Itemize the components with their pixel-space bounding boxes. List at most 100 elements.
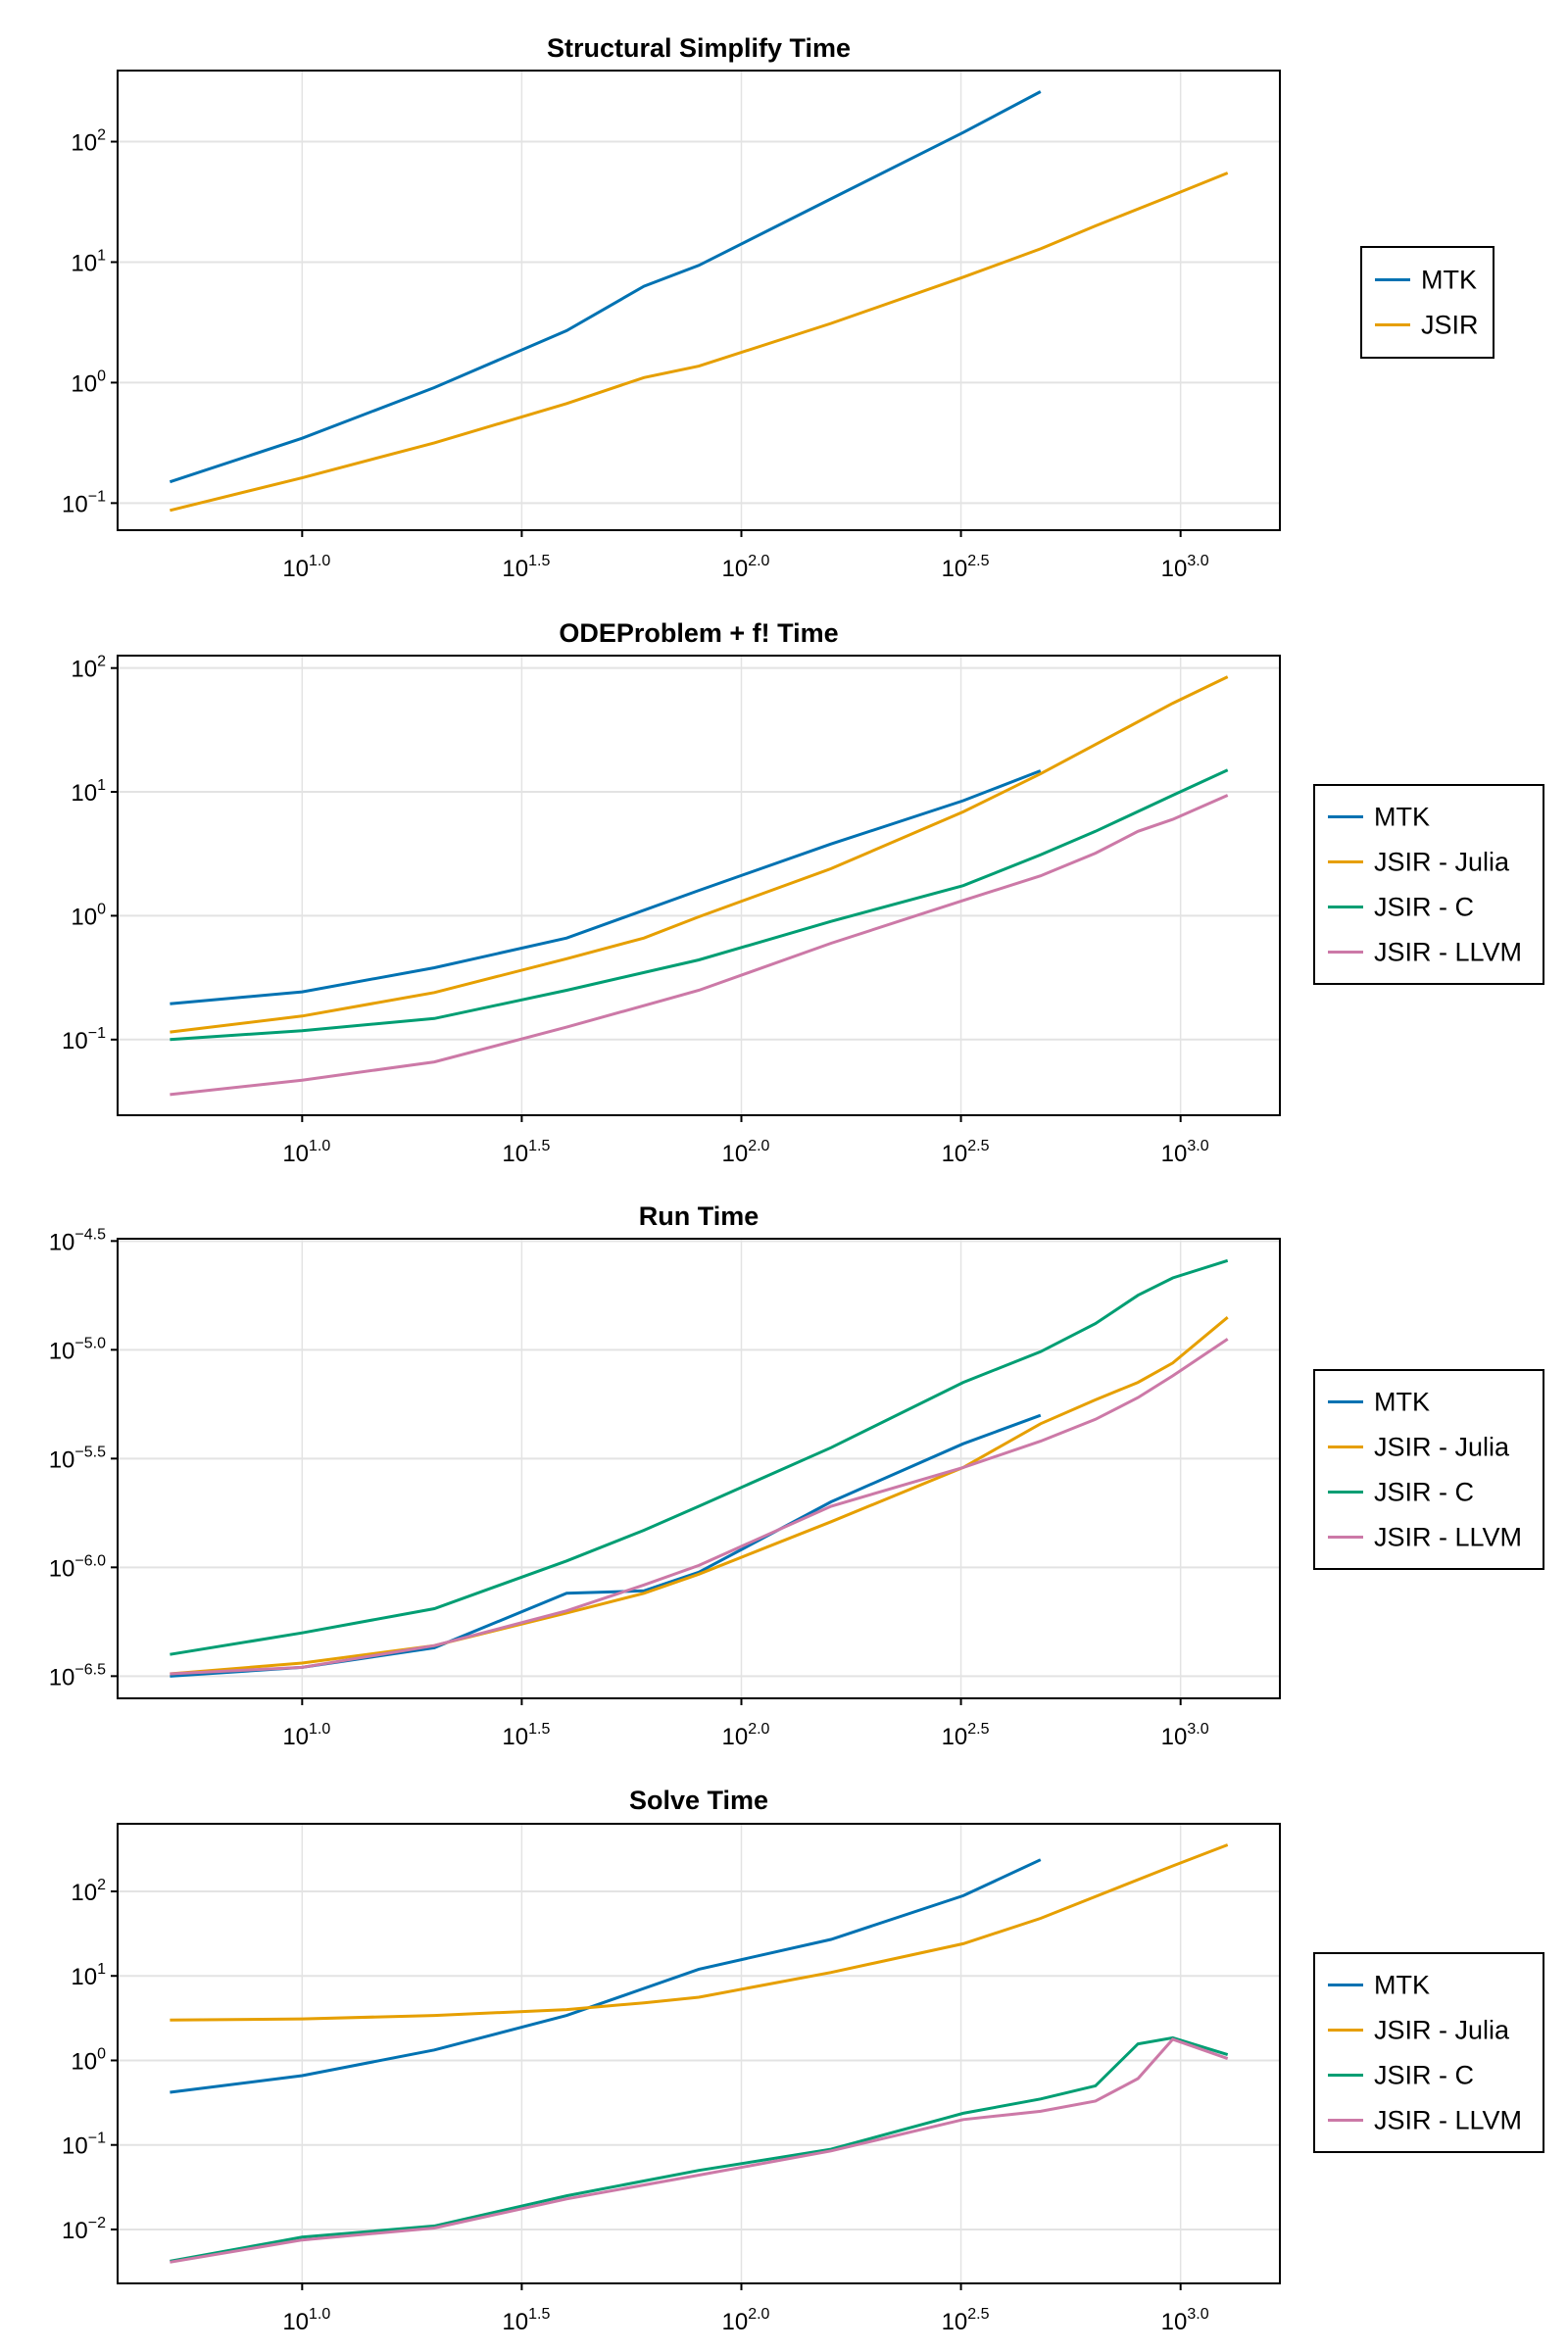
x-tick-label: 103.0 bbox=[1161, 2306, 1209, 2335]
x-tick-label: 102.0 bbox=[722, 2306, 770, 2335]
tick-exponent: −5.5 bbox=[74, 1444, 106, 1460]
tick-exponent: 0 bbox=[97, 2045, 106, 2062]
tick-exponent: 2.0 bbox=[748, 1138, 769, 1154]
series-line-jsir-julia bbox=[170, 1843, 1229, 2022]
legend: MTK JSIR - Julia JSIR - C JSIR - LLVM bbox=[1313, 1952, 1544, 2153]
tick-exponent: 2.0 bbox=[748, 2306, 769, 2323]
tick-exponent: 0 bbox=[97, 901, 106, 917]
legend-item: JSIR - Julia bbox=[1328, 1433, 1510, 1462]
tick-base: 10 bbox=[71, 1964, 97, 1990]
series-line-jsir bbox=[170, 172, 1229, 513]
y-tick-label: 10−5.0 bbox=[49, 1335, 106, 1364]
y-tick-label: 10−1 bbox=[62, 2131, 106, 2160]
tick-base: 10 bbox=[62, 1028, 88, 1054]
legend-item: JSIR - C bbox=[1328, 2061, 1474, 2090]
tick-exponent: −1 bbox=[88, 1025, 106, 1042]
y-tick-label: 100 bbox=[71, 368, 106, 397]
legend-label: JSIR - C bbox=[1374, 2061, 1474, 2090]
tick-base: 10 bbox=[282, 1724, 309, 1750]
tick-exponent: −5.0 bbox=[74, 1335, 106, 1351]
series-line-jsir-julia bbox=[170, 1316, 1229, 1676]
tick-base: 10 bbox=[71, 1880, 97, 1906]
tick-base: 10 bbox=[49, 1664, 75, 1690]
tick-exponent: 1.5 bbox=[528, 2306, 550, 2323]
legend: MTK JSIR - Julia JSIR - C JSIR - LLVM bbox=[1313, 784, 1544, 985]
tick-exponent: 2.5 bbox=[967, 2306, 989, 2323]
tick-exponent: 3.0 bbox=[1187, 1721, 1208, 1738]
series-line-mtk bbox=[170, 1858, 1042, 2094]
legend-label: MTK bbox=[1374, 1971, 1430, 2000]
x-tick-label: 101.5 bbox=[502, 1138, 550, 1167]
tick-base: 10 bbox=[71, 250, 97, 276]
tick-base: 10 bbox=[1161, 1724, 1188, 1750]
legend: MTK JSIR bbox=[1360, 246, 1494, 359]
series-line-jsir-llvm bbox=[170, 1338, 1229, 1676]
tick-exponent: −2 bbox=[88, 2215, 106, 2231]
series-line-jsir-llvm bbox=[170, 2037, 1229, 2264]
legend-item: JSIR - LLVM bbox=[1328, 2106, 1522, 2135]
y-tick-label: 10−2 bbox=[62, 2215, 106, 2244]
legend-label: JSIR - Julia bbox=[1374, 848, 1510, 877]
tick-exponent: 0 bbox=[97, 368, 106, 384]
tick-base: 10 bbox=[722, 1724, 749, 1750]
legend: MTK JSIR - Julia JSIR - C JSIR - LLVM bbox=[1313, 1369, 1544, 1570]
tick-base: 10 bbox=[49, 1229, 75, 1255]
tick-base: 10 bbox=[71, 370, 97, 397]
legend-label: JSIR - Julia bbox=[1374, 1433, 1510, 1462]
legend-item: JSIR - C bbox=[1328, 1478, 1474, 1507]
tick-exponent: 2.5 bbox=[967, 553, 989, 569]
y-tick-label: 100 bbox=[71, 2045, 106, 2075]
legend-item: MTK bbox=[1328, 1971, 1430, 2000]
tick-base: 10 bbox=[49, 1555, 75, 1582]
tick-base: 10 bbox=[942, 556, 968, 582]
tick-exponent: 2 bbox=[97, 127, 106, 144]
legend-label: JSIR - Julia bbox=[1374, 2016, 1510, 2045]
tick-base: 10 bbox=[1161, 2309, 1188, 2335]
tick-exponent: 1.5 bbox=[528, 1138, 550, 1154]
legend-item: JSIR - Julia bbox=[1328, 2016, 1510, 2045]
legend-label: MTK bbox=[1374, 803, 1430, 832]
chart-title: Solve Time bbox=[629, 1786, 768, 1815]
x-tick-label: 102.5 bbox=[942, 553, 990, 582]
tick-base: 10 bbox=[942, 1724, 968, 1750]
series-line-jsir-c bbox=[170, 768, 1229, 1042]
tick-base: 10 bbox=[502, 1724, 528, 1750]
y-tick-label: 10−6.0 bbox=[49, 1552, 106, 1582]
plot-frame bbox=[117, 1238, 1281, 1699]
tick-base: 10 bbox=[722, 556, 749, 582]
legend-label: JSIR - LLVM bbox=[1374, 938, 1522, 967]
chart-title: Structural Simplify Time bbox=[547, 33, 851, 63]
tick-base: 10 bbox=[1161, 1141, 1188, 1167]
chart-title: Run Time bbox=[639, 1201, 760, 1231]
tick-exponent: −4.5 bbox=[74, 1226, 106, 1243]
legend-label: JSIR - C bbox=[1374, 893, 1474, 922]
x-tick-label: 101.5 bbox=[502, 2306, 550, 2335]
tick-base: 10 bbox=[502, 2309, 528, 2335]
tick-base: 10 bbox=[502, 556, 528, 582]
x-tick-label: 102.0 bbox=[722, 1138, 770, 1167]
x-tick-label: 102.0 bbox=[722, 553, 770, 582]
tick-exponent: −1 bbox=[88, 488, 106, 505]
y-tick-label: 100 bbox=[71, 901, 106, 930]
tick-base: 10 bbox=[282, 556, 309, 582]
x-tick-label: 103.0 bbox=[1161, 553, 1209, 582]
tick-exponent: 2 bbox=[97, 654, 106, 670]
x-tick-label: 101.5 bbox=[502, 1721, 550, 1750]
tick-base: 10 bbox=[282, 2309, 309, 2335]
legend-label: JSIR - LLVM bbox=[1374, 2106, 1522, 2135]
legend-label: JSIR - C bbox=[1374, 1478, 1474, 1507]
tick-exponent: 1.0 bbox=[309, 553, 330, 569]
x-tick-label: 101.0 bbox=[282, 1138, 330, 1167]
tick-exponent: 2.5 bbox=[967, 1721, 989, 1738]
tick-exponent: −1 bbox=[88, 2131, 106, 2147]
legend-box bbox=[1360, 246, 1494, 359]
legend-item: MTK bbox=[1375, 266, 1477, 295]
legend-label: JSIR - LLVM bbox=[1374, 1523, 1522, 1552]
tick-base: 10 bbox=[1161, 556, 1188, 582]
series-line-mtk bbox=[169, 90, 1042, 484]
tick-base: 10 bbox=[942, 2309, 968, 2335]
tick-base: 10 bbox=[62, 491, 88, 517]
legend-item: MTK bbox=[1328, 1388, 1430, 1417]
